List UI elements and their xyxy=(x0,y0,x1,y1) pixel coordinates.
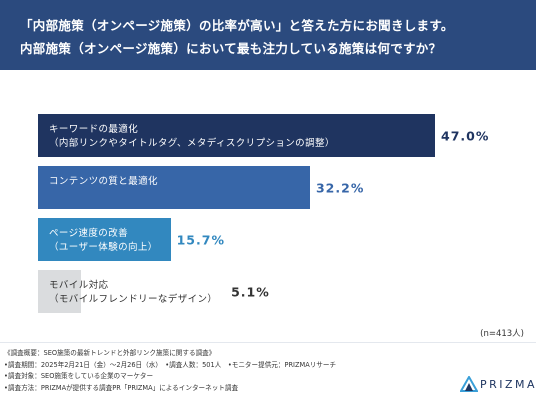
survey-overview: 《調査概要：SEO施策の最新トレンドと外部リンク施策に関する調査》 •調査期間：… xyxy=(4,348,336,394)
bar-2-label-1: コンテンツの質と最適化 xyxy=(49,176,158,187)
bar-4-value-label: 5.1% xyxy=(231,284,270,299)
survey-method: •調査方法：PRIZMAが提供する調査PR「PRIZMA」によるインターネット調… xyxy=(4,383,239,392)
footer-divider xyxy=(0,342,536,343)
prizma-logo-icon xyxy=(460,376,478,392)
bar-1-value-label: 47.0% xyxy=(441,128,490,143)
bar-4-label-1: モバイル対応 xyxy=(49,280,109,291)
survey-target: •調査対象：SEO施策をしている企業のマーケター xyxy=(4,372,154,380)
chart-title-line-2: 内部施策（オンページ施策）において最も注力している施策は何ですか？ xyxy=(20,41,442,56)
chart-title-line-1: 「内部施策（オンページ施策）の比率が高い」と答えた方にお聞きします。 xyxy=(20,18,454,33)
sample-size-note: (n=413人) xyxy=(480,329,524,339)
bar-4-label-2: （モバイルフレンドリーなデザイン） xyxy=(49,294,218,305)
survey-period: •調査期間：2025年2月21日（金）〜2月26日（水） •調査人数：501人 … xyxy=(4,360,337,369)
bar-chart: キーワードの最適化 （内部リンクやタイトルタグ、メタディスクリプションの調整） 47… xyxy=(38,108,536,313)
bar-2: コンテンツの質と最適化 32.2% xyxy=(38,166,363,209)
bar-1: キーワードの最適化 （内部リンクやタイトルタグ、メタディスクリプションの調整） 47… xyxy=(38,114,488,157)
prizma-logo-text: PRIZMA xyxy=(480,378,536,391)
chart-title-banner: 「内部施策（オンページ施策）の比率が高い」と答えた方にお聞きします。 内部施策（… xyxy=(0,0,536,70)
survey-overview-title: 《調査概要：SEO施策の最新トレンドと外部リンク施策に関する調査》 xyxy=(4,349,216,357)
bar-1-label-1: キーワードの最適化 xyxy=(49,124,139,135)
prizma-logo: PRIZMA xyxy=(460,376,535,394)
bar-3-label-2: （ユーザー体験の向上） xyxy=(49,242,158,253)
bar-4: モバイル対応 （モバイルフレンドリーなデザイン） 5.1% xyxy=(38,270,269,313)
bar-2-value-label: 32.2% xyxy=(315,180,365,195)
bar-3-value-label: 15.7% xyxy=(176,232,225,247)
bar-3-label-1: ページ速度の改善 xyxy=(49,228,129,239)
bar-1-label-2: （内部リンクやタイトルタグ、メタディスクリプションの調整） xyxy=(49,138,335,149)
bar-3: ページ速度の改善 （ユーザー体験の向上） 15.7% xyxy=(38,218,224,261)
